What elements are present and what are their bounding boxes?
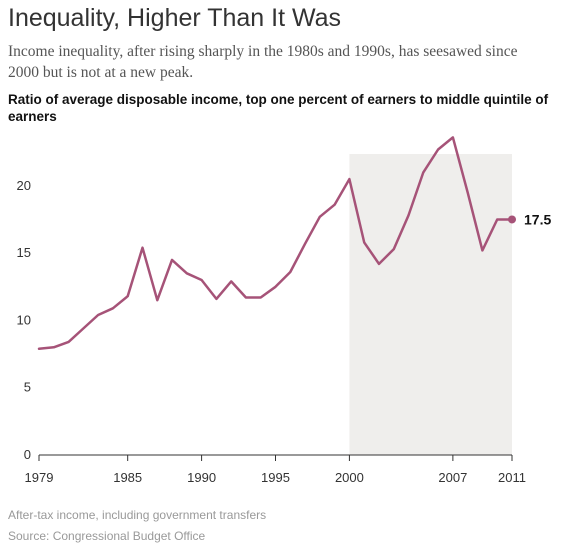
y-tick-label: 5 bbox=[24, 380, 31, 395]
x-tick-label: 1985 bbox=[113, 470, 142, 485]
chart-note: After-tax income, including government t… bbox=[8, 508, 267, 522]
x-tick-label: 2007 bbox=[438, 470, 467, 485]
highlight-band-layer bbox=[349, 154, 512, 455]
chart-title: Ratio of average disposable income, top … bbox=[8, 92, 549, 124]
source-credit: Source: Congressional Budget Office bbox=[8, 529, 206, 543]
end-value-label: 17.5 bbox=[524, 211, 551, 227]
x-tick-label: 1990 bbox=[187, 470, 216, 485]
x-tick-label: 1995 bbox=[261, 470, 290, 485]
x-tick-label: 2000 bbox=[335, 470, 364, 485]
y-tick-label: 0 bbox=[24, 447, 31, 462]
y-tick-label: 10 bbox=[17, 312, 31, 327]
x-tick-label: 1979 bbox=[25, 470, 54, 485]
x-tick-label: 2011 bbox=[498, 470, 526, 485]
x-axis: 1979 1985 1990 1995 2000 2007 2011 bbox=[25, 454, 526, 485]
data-series: 17.5 bbox=[37, 136, 551, 350]
end-point-marker bbox=[508, 215, 516, 224]
y-tick-label: 20 bbox=[17, 178, 31, 193]
y-tick-label: 15 bbox=[17, 245, 31, 260]
highlight-band bbox=[349, 154, 512, 455]
y-axis-labels: 0 5 10 15 20 bbox=[17, 178, 31, 462]
page-subtitle: Income inequality, after rising sharply … bbox=[8, 43, 518, 81]
series-line bbox=[37, 136, 514, 350]
page-title: Inequality, Higher Than It Was bbox=[8, 4, 342, 32]
